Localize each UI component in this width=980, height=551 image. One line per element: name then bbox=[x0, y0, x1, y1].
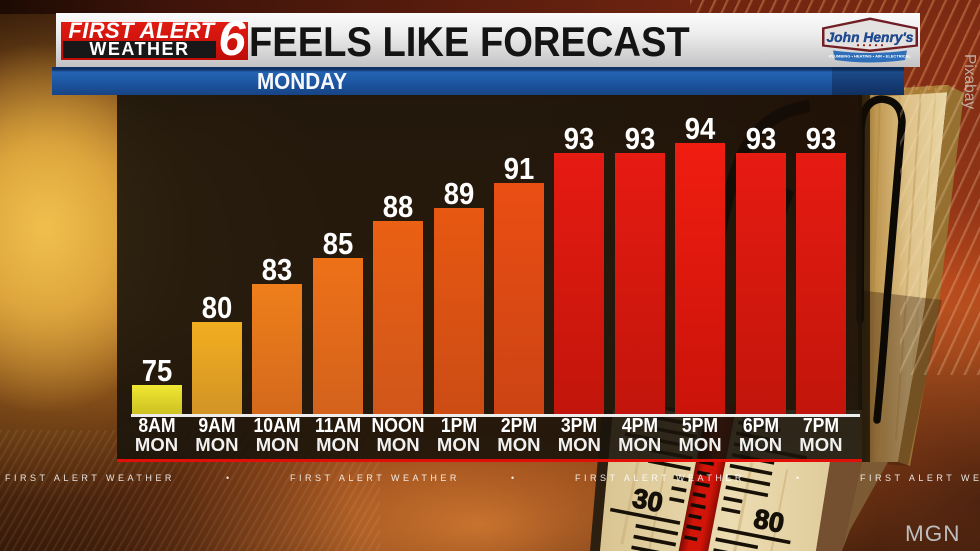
svg-text:PLUMBING • HEATING • AIR • ELE: PLUMBING • HEATING • AIR • ELECTRICAL bbox=[829, 54, 912, 59]
svg-text:John Henry's: John Henry's bbox=[827, 29, 914, 45]
svg-text:30: 30 bbox=[630, 483, 665, 518]
svg-text:80: 80 bbox=[751, 503, 786, 538]
